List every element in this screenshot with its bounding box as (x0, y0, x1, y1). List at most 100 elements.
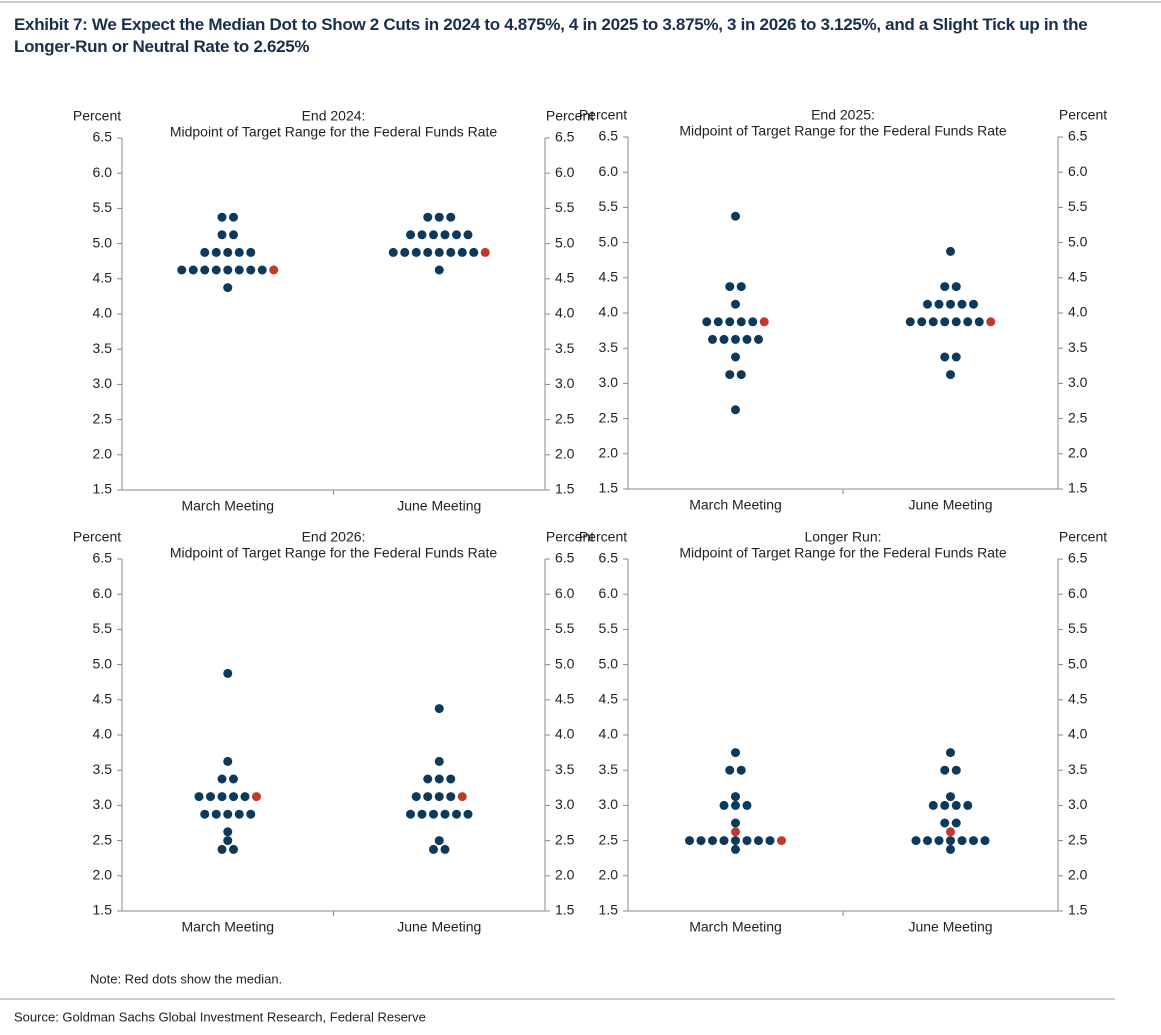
dot (400, 247, 410, 257)
y-tick-label: 2.0 (599, 445, 619, 461)
dot-row (423, 212, 456, 222)
dot-row (708, 334, 763, 344)
dot (736, 317, 746, 327)
dot (713, 317, 723, 327)
dot-row (946, 370, 955, 380)
x-tick-label: March Meeting (689, 497, 782, 513)
y2-tick-label: 4.5 (1068, 691, 1088, 707)
y-tick-label: 3.5 (93, 761, 113, 777)
dot (917, 317, 927, 327)
dot (200, 247, 210, 257)
dot (736, 370, 746, 380)
y-tick-label: 5.0 (93, 655, 113, 671)
y2-tick-label: 3.0 (555, 796, 575, 812)
y2-tick-label: 2.0 (1068, 867, 1088, 883)
dot (934, 299, 944, 309)
panel-subtitle: Midpoint of Target Range for the Federal… (679, 545, 1007, 561)
dot (696, 836, 706, 846)
dot (417, 809, 427, 819)
y-tick-label: 5.0 (93, 234, 113, 250)
dot (388, 247, 398, 257)
y2-tick-label: 5.0 (555, 655, 575, 671)
dot-row (177, 265, 279, 275)
y2-tick-label: 1.5 (555, 902, 575, 918)
dot (229, 230, 238, 240)
dot (731, 748, 740, 758)
x-tick-label: March Meeting (181, 919, 274, 935)
dot (731, 792, 740, 802)
dot-row (731, 211, 740, 221)
y-tick-label: 5.5 (93, 199, 113, 215)
y-tick-label: 2.0 (599, 867, 619, 883)
dot (725, 282, 735, 292)
median-dot (269, 265, 279, 275)
y-tick-label: 4.0 (93, 726, 113, 742)
y-tick-label: 3.5 (93, 340, 113, 356)
dot (440, 230, 450, 240)
dot (423, 212, 433, 222)
y2-tick-label: 4.5 (555, 270, 575, 286)
dot (234, 247, 244, 257)
exhibit-title: Exhibit 7: We Expect the Median Dot to S… (14, 15, 1088, 56)
y2-tick-label: 3.0 (1068, 796, 1088, 812)
dot (429, 809, 438, 819)
dot (234, 265, 244, 275)
dot-row (731, 844, 740, 854)
dot (246, 809, 256, 819)
y2-tick-label: 5.0 (1068, 655, 1088, 671)
x-tick-label: March Meeting (181, 498, 274, 514)
dot (725, 370, 735, 380)
dot-row (940, 352, 961, 362)
y-tick-label: 6.0 (599, 163, 619, 179)
dot (434, 212, 444, 222)
dot (217, 844, 227, 854)
y-tick-label: 4.5 (599, 691, 619, 707)
dot (951, 317, 961, 327)
dot (731, 800, 740, 810)
dot (240, 792, 250, 802)
y2-tick-label: 4.0 (555, 305, 575, 321)
dot (211, 265, 221, 275)
dot (934, 836, 944, 846)
y-tick-label: 3.0 (599, 374, 619, 390)
y-axis-label: Percent (73, 108, 121, 124)
y-tick-label: 5.5 (93, 620, 113, 636)
dot-row (434, 265, 444, 275)
dot-row (388, 247, 490, 257)
y2-tick-label: 2.5 (1068, 831, 1088, 847)
y2-tick-label: 2.0 (555, 867, 575, 883)
x-tick-label: June Meeting (908, 919, 992, 935)
y2-tick-label: 1.5 (1068, 902, 1088, 918)
dot (434, 247, 444, 257)
dot-row (434, 704, 444, 714)
dot (257, 265, 267, 275)
dot-row (434, 756, 444, 766)
dot (223, 668, 233, 678)
y2-tick-label: 3.0 (555, 375, 575, 391)
dot (946, 844, 955, 854)
dot (429, 844, 438, 854)
dot (748, 317, 758, 327)
note: Note: Red dots show the median. (90, 971, 282, 986)
y-tick-label: 2.0 (93, 446, 113, 462)
dot (223, 265, 233, 275)
dot-row (406, 230, 473, 240)
dot (223, 283, 233, 293)
dot (429, 230, 438, 240)
y2-tick-label: 2.0 (1068, 445, 1088, 461)
panel-subtitle: Midpoint of Target Range for the Federal… (170, 124, 498, 140)
dot (946, 748, 955, 758)
dot (940, 317, 950, 327)
median-dot (986, 317, 996, 327)
dot (742, 836, 752, 846)
dot (719, 836, 729, 846)
y-axis-label: Percent (579, 529, 627, 545)
panel-title: Longer Run: (804, 529, 881, 545)
y2-tick-label: 5.5 (1068, 620, 1088, 636)
y2-tick-label: 6.0 (555, 164, 575, 180)
dot (452, 809, 461, 819)
dot (731, 818, 740, 828)
y2-tick-label: 6.5 (555, 129, 575, 145)
y2-tick-label: 6.5 (1068, 550, 1088, 566)
dot (725, 317, 735, 327)
